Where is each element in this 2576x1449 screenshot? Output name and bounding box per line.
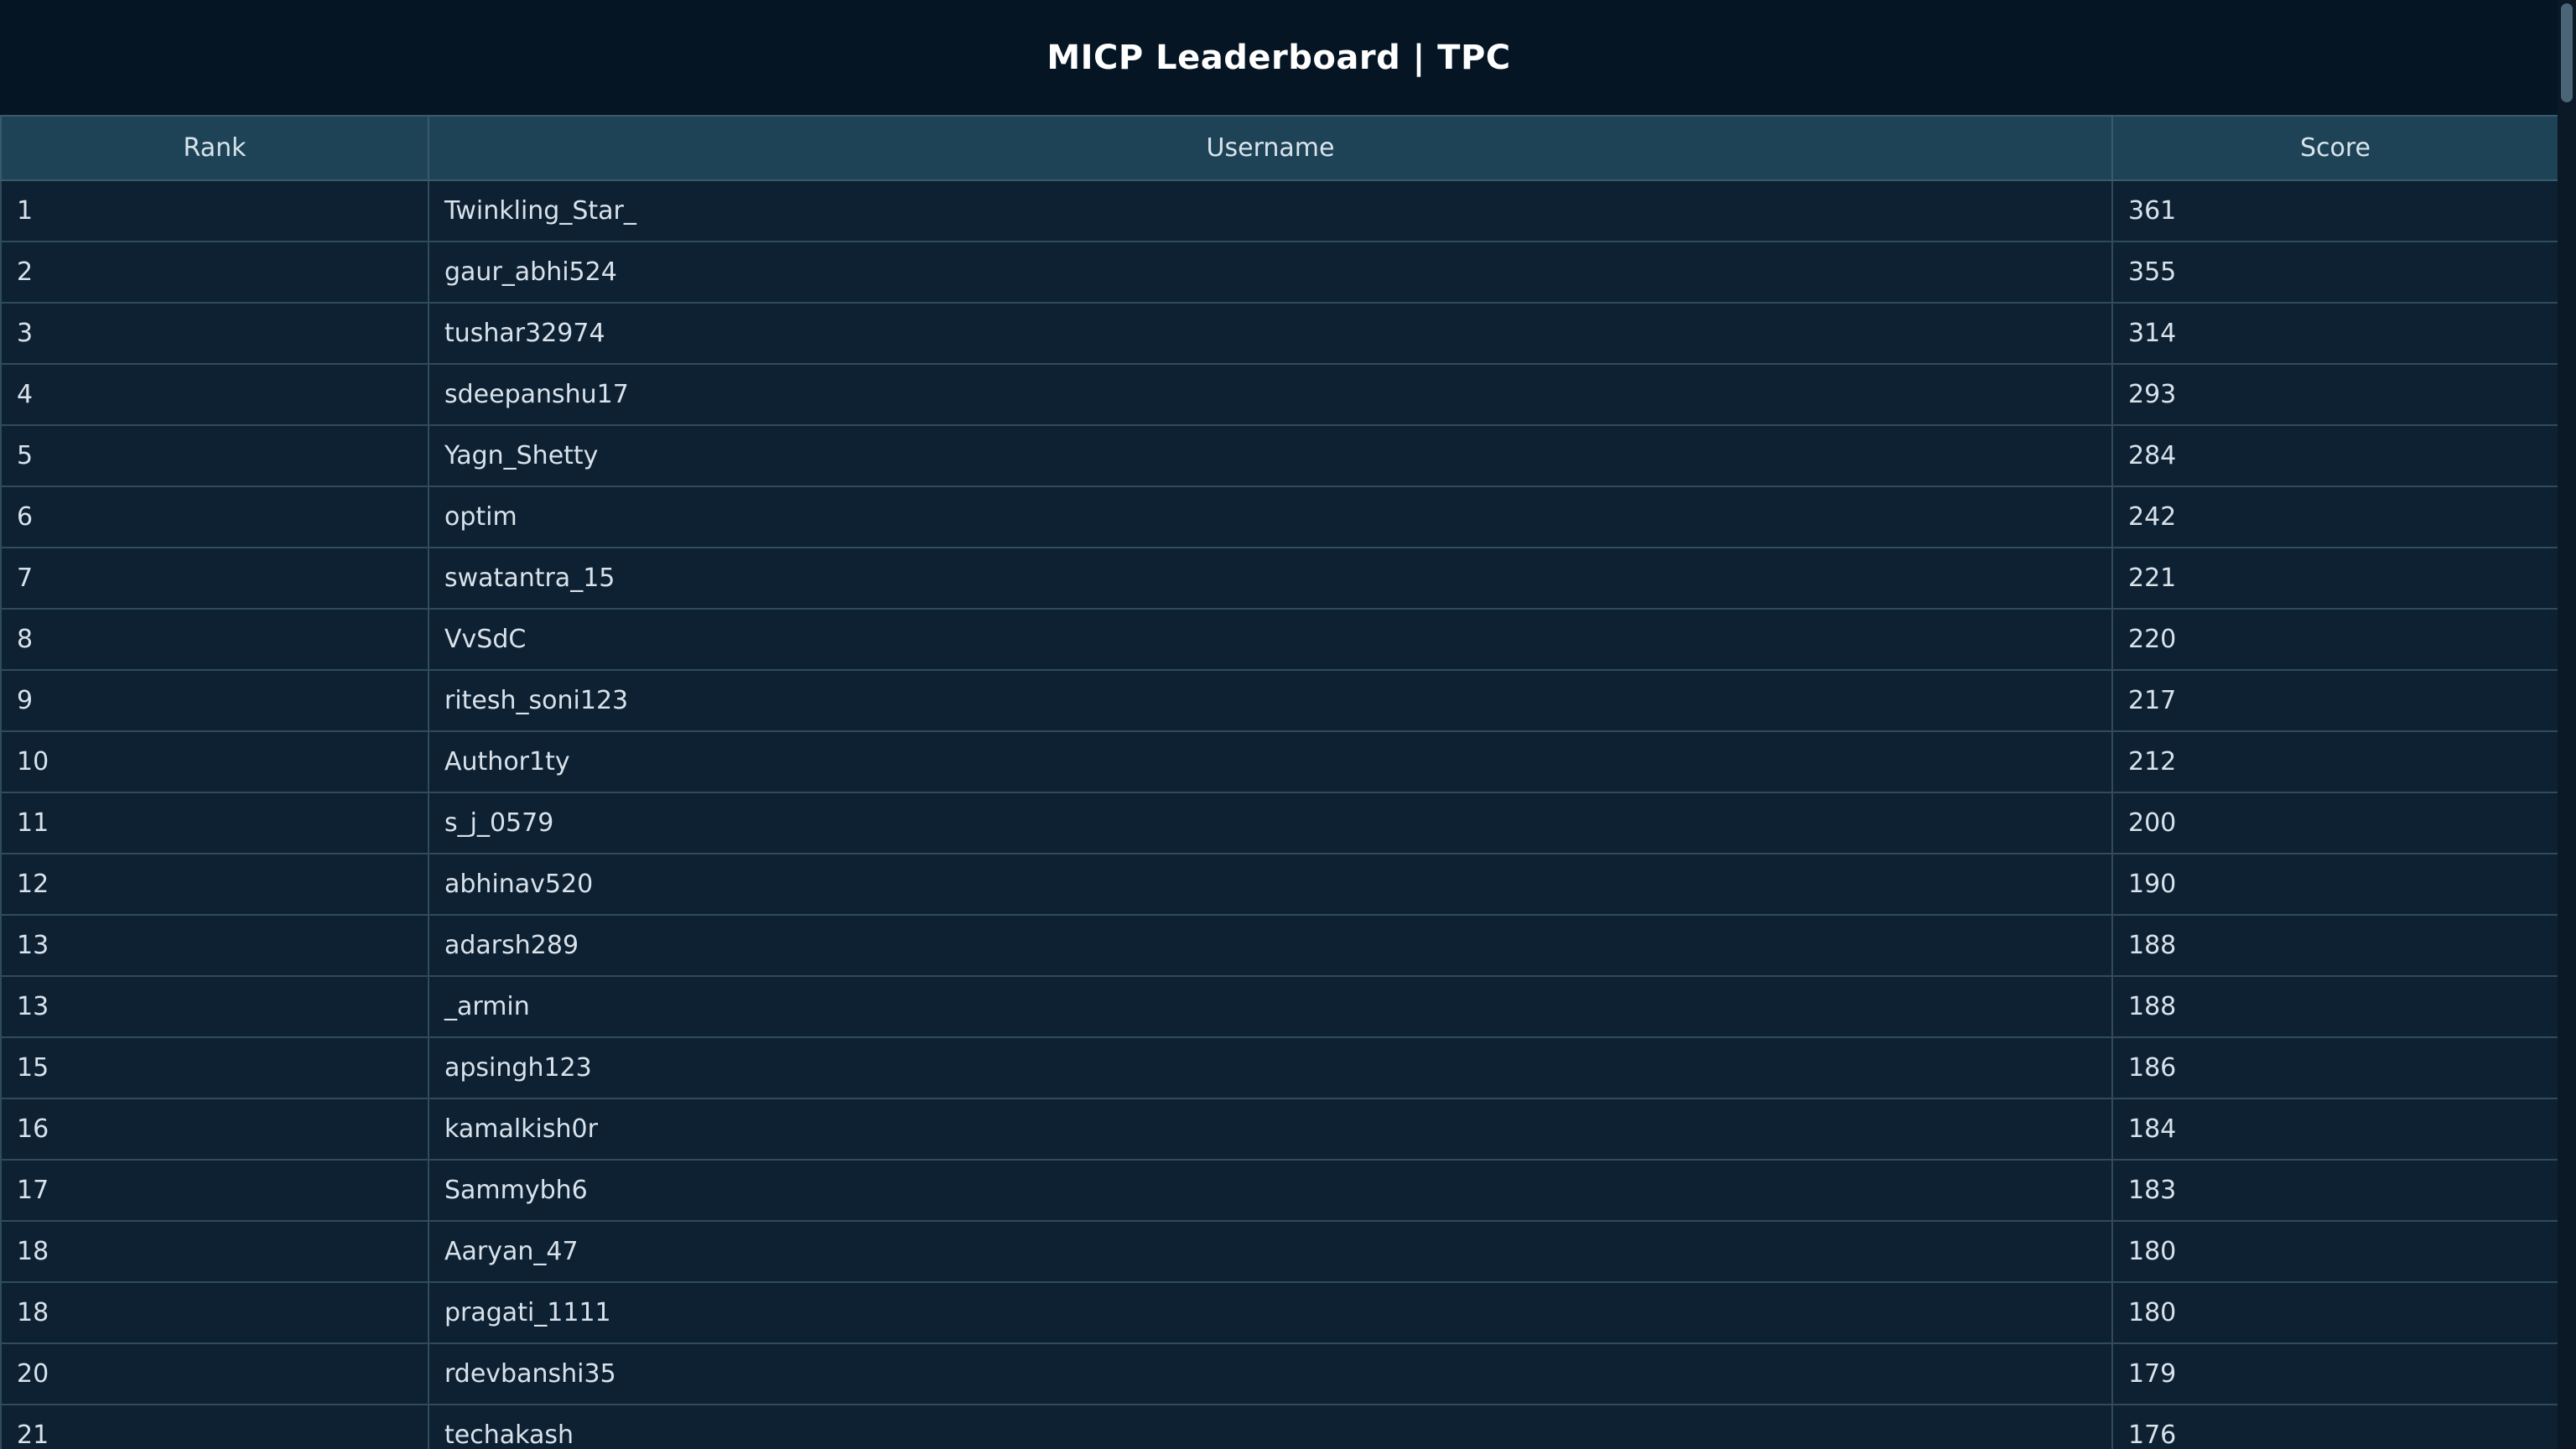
score-cell: 176 [2111,1404,2558,1449]
username-cell: gaur_abhi524 [428,241,2112,304]
table-header: Rank Username Score [0,115,2558,181]
username-cell: swatantra_15 [428,547,2112,610]
rank-cell: 9 [0,669,428,732]
table-row: 12 abhinav520 190 [0,853,2558,916]
rank-cell: 7 [0,547,428,610]
rank-cell: 16 [0,1098,428,1161]
leaderboard-table: Rank Username Score 1 Twinkling_Star_ 361 2… [0,115,2558,1449]
rank-cell: 2 [0,241,428,304]
table-row: 1 Twinkling_Star_ 361 [0,179,2558,242]
rank-cell: 17 [0,1159,428,1222]
table-row: 18 Aaryan_47 180 [0,1220,2558,1283]
rank-cell: 11 [0,792,428,854]
table-row: 18 pragati_1111 180 [0,1281,2558,1344]
score-cell: 242 [2111,486,2558,548]
leaderboard-table-container[interactable]: Rank Username Score 1 Twinkling_Star_ 361 2… [0,115,2558,1449]
table-row: 8 VvSdC 220 [0,608,2558,671]
table-row: 21 techakash 176 [0,1404,2558,1449]
username-cell: s_j_0579 [428,792,2112,854]
rank-cell: 3 [0,302,428,365]
rank-cell: 21 [0,1404,428,1449]
score-cell: 188 [2111,914,2558,977]
rank-cell: 8 [0,608,428,671]
score-cell: 200 [2111,792,2558,854]
table-row: 6 optim 242 [0,486,2558,548]
username-cell: ritesh_soni123 [428,669,2112,732]
rank-cell: 10 [0,730,428,793]
table-row: 11 s_j_0579 200 [0,792,2558,854]
username-cell: optim [428,486,2112,548]
score-cell: 293 [2111,363,2558,426]
table-header-row: Rank Username Score [0,115,2558,181]
score-cell: 184 [2111,1098,2558,1161]
rank-cell: 15 [0,1036,428,1099]
table-row: 9 ritesh_soni123 217 [0,669,2558,732]
username-cell: Twinkling_Star_ [428,179,2112,242]
rank-cell: 5 [0,424,428,487]
table-row: 5 Yagn_Shetty 284 [0,424,2558,487]
table-row: 4 sdeepanshu17 293 [0,363,2558,426]
table-row: 3 tushar32974 314 [0,302,2558,365]
column-header-score: Score [2111,115,2558,181]
username-cell: pragati_1111 [428,1281,2112,1344]
username-cell: adarsh289 [428,914,2112,977]
vertical-scrollbar[interactable] [2558,0,2576,1449]
score-cell: 186 [2111,1036,2558,1099]
rank-cell: 18 [0,1281,428,1344]
username-cell: sdeepanshu17 [428,363,2112,426]
table-body: 1 Twinkling_Star_ 361 2 gaur_abhi524 355 3 tush… [0,179,2558,1449]
score-cell: 180 [2111,1220,2558,1283]
username-cell: Aaryan_47 [428,1220,2112,1283]
rank-cell: 4 [0,363,428,426]
score-cell: 355 [2111,241,2558,304]
table-row: 16 kamalkish0r 184 [0,1098,2558,1161]
score-cell: 190 [2111,853,2558,916]
username-cell: Sammybh6 [428,1159,2112,1222]
username-cell: abhinav520 [428,853,2112,916]
username-cell: VvSdC [428,608,2112,671]
username-cell: apsingh123 [428,1036,2112,1099]
score-cell: 221 [2111,547,2558,610]
rank-cell: 18 [0,1220,428,1283]
score-cell: 212 [2111,730,2558,793]
column-header-username: Username [428,115,2113,181]
score-cell: 220 [2111,608,2558,671]
score-cell: 284 [2111,424,2558,487]
score-cell: 188 [2111,975,2558,1038]
table-row: 2 gaur_abhi524 355 [0,241,2558,304]
rank-cell: 6 [0,486,428,548]
table-row: 7 swatantra_15 221 [0,547,2558,610]
rank-cell: 20 [0,1343,428,1405]
table-row: 13 adarsh289 188 [0,914,2558,977]
rank-cell: 13 [0,975,428,1038]
username-cell: Author1ty [428,730,2112,793]
username-cell: tushar32974 [428,302,2112,365]
score-cell: 183 [2111,1159,2558,1222]
username-cell: _armin [428,975,2112,1038]
rank-cell: 12 [0,853,428,916]
table-row: 17 Sammybh6 183 [0,1159,2558,1222]
scrollbar-thumb[interactable] [2561,3,2573,102]
username-cell: Yagn_Shetty [428,424,2112,487]
rank-cell: 1 [0,179,428,242]
username-cell: techakash [428,1404,2112,1449]
table-row: 20 rdevbanshi35 179 [0,1343,2558,1405]
score-cell: 179 [2111,1343,2558,1405]
page-title: MICP Leaderboard | TPC [1046,38,1511,77]
rank-cell: 13 [0,914,428,977]
username-cell: rdevbanshi35 [428,1343,2112,1405]
score-cell: 361 [2111,179,2558,242]
table-row: 10 Author1ty 212 [0,730,2558,793]
table-row: 13 _armin 188 [0,975,2558,1038]
table-row: 15 apsingh123 186 [0,1036,2558,1099]
score-cell: 314 [2111,302,2558,365]
page-header: MICP Leaderboard | TPC [0,0,2558,115]
score-cell: 217 [2111,669,2558,732]
score-cell: 180 [2111,1281,2558,1344]
column-header-rank: Rank [0,115,429,181]
username-cell: kamalkish0r [428,1098,2112,1161]
